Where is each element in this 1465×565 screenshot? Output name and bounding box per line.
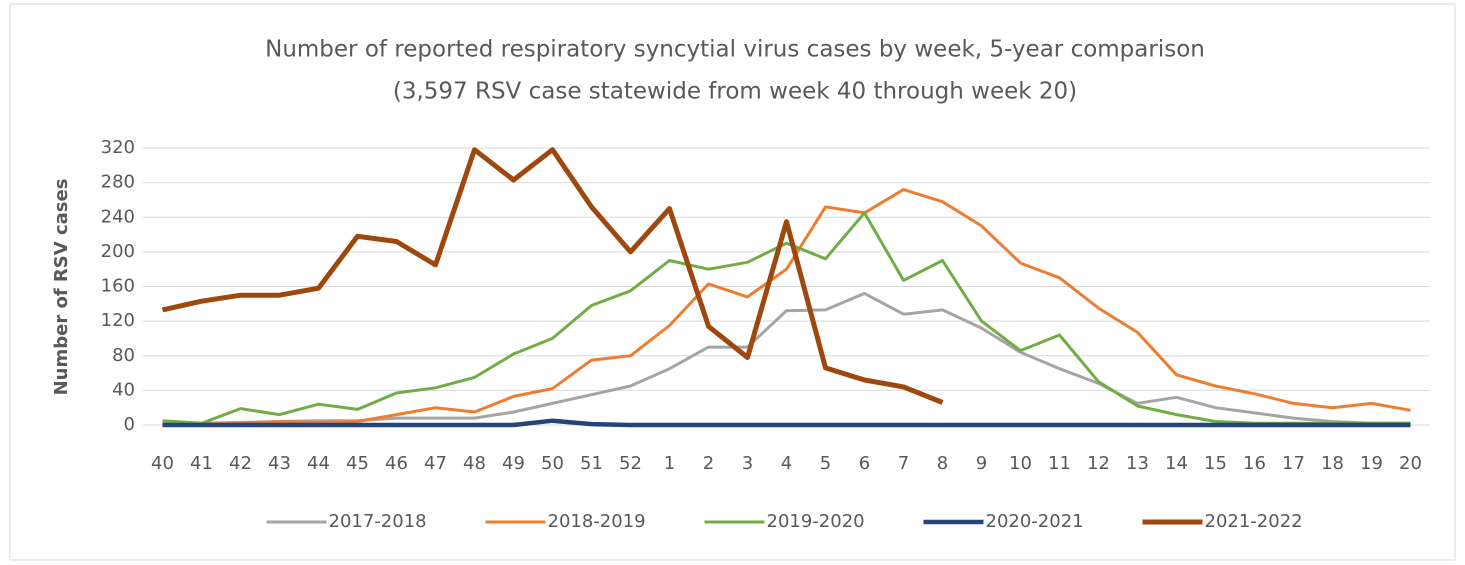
x-tick-label: 14 <box>1165 453 1188 474</box>
x-tick-label: 44 <box>307 453 330 474</box>
x-tick-label: 16 <box>1243 453 1266 474</box>
x-tick-label: 43 <box>268 453 291 474</box>
y-tick-label: 320 <box>101 137 135 158</box>
y-tick-label: 120 <box>101 310 135 331</box>
x-tick-label: 20 <box>1399 453 1422 474</box>
y-tick-label: 80 <box>112 345 135 366</box>
x-tick-label: 49 <box>502 453 525 474</box>
y-tick-label: 280 <box>101 172 135 193</box>
x-tick-label: 7 <box>898 453 909 474</box>
x-tick-label: 51 <box>580 453 603 474</box>
x-tick-label: 19 <box>1360 453 1383 474</box>
x-tick-label: 41 <box>190 453 213 474</box>
x-tick-label: 47 <box>424 453 447 474</box>
x-tick-label: 4 <box>781 453 792 474</box>
x-tick-label: 9 <box>976 453 987 474</box>
x-tick-label: 11 <box>1048 453 1071 474</box>
series-line <box>162 188 1411 427</box>
x-tick-label: 42 <box>229 453 252 474</box>
x-tick-label: 18 <box>1321 453 1344 474</box>
series-line <box>162 211 1411 425</box>
x-tick-label: 12 <box>1087 453 1110 474</box>
chart-subtitle: (3,597 RSV case statewide from week 40 t… <box>393 79 1077 105</box>
y-tick-label: 40 <box>112 379 135 400</box>
series-line <box>161 147 944 405</box>
y-axis-label: Number of RSV cases <box>51 179 72 396</box>
x-tick-label: 2 <box>703 453 714 474</box>
x-tick-label: 52 <box>619 453 642 474</box>
x-tick-label: 50 <box>541 453 564 474</box>
y-tick-label: 160 <box>101 276 135 297</box>
x-tick-label: 10 <box>1009 453 1032 474</box>
chart-title: Number of reported respiratory syncytial… <box>265 37 1205 63</box>
x-tick-label: 3 <box>742 453 753 474</box>
x-tick-label: 1 <box>664 453 675 474</box>
legend-label: 2020-2021 <box>986 511 1084 532</box>
x-tick-label: 6 <box>859 453 870 474</box>
y-tick-label: 240 <box>101 206 135 227</box>
legend-label: 2021-2022 <box>1205 511 1303 532</box>
x-tick-label: 45 <box>346 453 369 474</box>
legend-label: 2019-2020 <box>767 511 865 532</box>
x-tick-label: 46 <box>385 453 408 474</box>
y-tick-label: 200 <box>101 241 135 262</box>
x-tick-label: 15 <box>1204 453 1227 474</box>
chart-frame <box>9 3 1456 561</box>
x-tick-label: 17 <box>1282 453 1305 474</box>
x-tick-label: 8 <box>937 453 948 474</box>
series-line <box>162 418 1411 428</box>
legend-label: 2018-2019 <box>548 511 646 532</box>
x-tick-label: 5 <box>820 453 831 474</box>
x-tick-label: 40 <box>151 453 174 474</box>
y-tick-label: 0 <box>124 414 135 435</box>
x-tick-label: 13 <box>1126 453 1149 474</box>
x-tick-label: 48 <box>463 453 486 474</box>
legend-label: 2017-2018 <box>329 511 427 532</box>
